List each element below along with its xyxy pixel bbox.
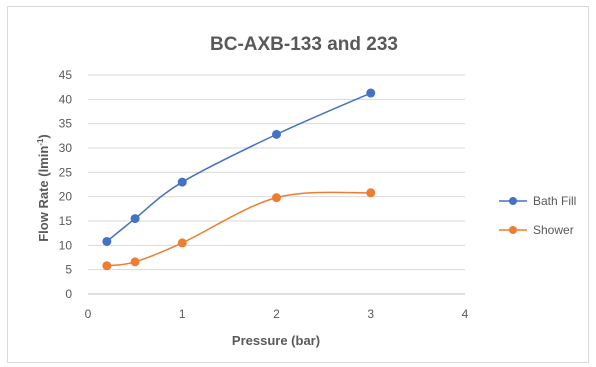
data-point-bath-fill xyxy=(366,88,376,98)
y-axis-ticks: 0 5 10 15 20 25 30 35 40 45 xyxy=(59,68,73,301)
y-tick-label: 0 xyxy=(65,287,72,301)
y-axis-title: Flow Rate (lmin-1) xyxy=(36,134,51,242)
x-tick-label: 3 xyxy=(367,307,374,321)
legend-label-shower: Shower xyxy=(533,223,574,237)
gridlines xyxy=(88,74,465,295)
y-tick-label: 25 xyxy=(59,165,73,179)
legend-label-bath-fill: Bath Fill xyxy=(533,194,576,208)
x-axis-ticks: 0 1 2 3 4 xyxy=(85,307,469,321)
y-tick-label: 45 xyxy=(59,68,73,82)
series-line-shower xyxy=(106,191,371,267)
x-tick-label: 2 xyxy=(273,307,280,321)
legend: Bath Fill Shower xyxy=(499,194,576,237)
x-tick-label: 0 xyxy=(85,307,92,321)
y-axis-title-superscript: -1 xyxy=(36,138,45,146)
data-point-shower xyxy=(366,188,376,198)
y-axis-title-main: Flow Rate (lmin xyxy=(36,146,51,242)
x-axis-title: Pressure (bar) xyxy=(232,333,320,348)
y-tick-label: 30 xyxy=(59,141,73,155)
data-point-shower xyxy=(102,261,112,271)
x-tick-label: 4 xyxy=(462,307,469,321)
data-point-shower xyxy=(272,193,281,203)
legend-marker-bath-fill xyxy=(509,197,517,205)
data-point-bath-fill xyxy=(272,129,281,139)
data-point-bath-fill xyxy=(130,214,140,224)
data-point-bath-fill xyxy=(102,236,112,246)
series-group xyxy=(102,88,376,271)
y-tick-label: 35 xyxy=(59,117,73,131)
chart-title: BC-AXB-133 and 233 xyxy=(210,34,398,55)
y-tick-label: 5 xyxy=(65,263,72,277)
y-tick-label: 15 xyxy=(59,214,73,228)
data-point-shower xyxy=(130,257,140,267)
series-line-bath-fill xyxy=(106,92,372,243)
y-axis-title-close: ) xyxy=(36,134,51,138)
legend-marker-shower xyxy=(509,226,517,234)
data-point-bath-fill xyxy=(177,177,187,187)
chart-area xyxy=(7,6,589,363)
data-point-shower xyxy=(177,238,187,248)
y-tick-label: 20 xyxy=(59,190,73,204)
x-tick-label: 1 xyxy=(179,307,186,321)
y-tick-label: 10 xyxy=(59,238,73,252)
y-tick-label: 40 xyxy=(59,92,73,106)
